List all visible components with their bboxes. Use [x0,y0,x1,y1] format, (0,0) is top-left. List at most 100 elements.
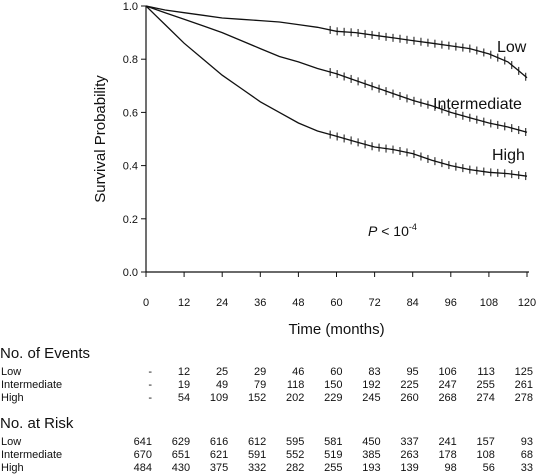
p-value-annotation: P < 10-4 [368,222,417,239]
y-tick-label: 0.2 [123,214,138,226]
x-tick-label: 120 [518,297,536,309]
series-label-1: Intermediate [433,96,522,113]
series-label-2: High [492,147,525,164]
events-cell: 83 [368,366,381,378]
series-line-1 [145,5,528,133]
risk-cell: 255 [324,462,343,474]
events-row: Intermediate - 19 49 79 118 150 192 225 247 255 261 [0,379,540,392]
risk-cell: 56 [482,462,495,474]
series-layer [145,5,528,181]
events-cell: 229 [324,392,343,404]
risk-cell: 670 [133,449,152,461]
events-cell: 247 [438,379,457,391]
events-cell: 192 [362,379,381,391]
y-tick-label: 0.6 [123,107,138,119]
events-cell: 274 [476,392,495,404]
risk-cell: 591 [247,449,267,461]
events-cell: 118 [286,379,305,391]
risk-cell: 93 [520,436,533,448]
x-tick-label: 36 [254,297,266,309]
risk-cell: 157 [476,436,495,448]
events-cell: 150 [324,379,343,391]
x-tick-label: 108 [480,297,498,309]
x-tick-label: 84 [407,297,419,309]
risk-cell: 581 [324,436,343,448]
series-line-2 [145,5,528,177]
risk-cell: 641 [133,436,152,448]
censor-marks-2 [329,130,527,181]
x-tick-label: 96 [445,297,457,309]
events-cell: 152 [247,392,267,404]
risk-row: High 484 430 375 332 282 255 193 139 98 56 33 [0,462,540,475]
events-cell: 60 [330,366,343,378]
risk-row-label: Low [1,436,22,448]
events-cell: 202 [286,392,305,404]
events-cell: 278 [514,392,533,404]
events-cell: 12 [177,366,191,378]
risk-cell: 430 [171,462,191,474]
risk-cell: 385 [362,449,381,461]
events-row-label: High [1,392,24,404]
risk-row: Intermediate 670 651 621 591 552 519 385 263 178 1… [0,449,540,462]
events-cell: - [148,379,152,391]
risk-cell: 33 [520,462,533,474]
events-cell: 125 [514,366,533,378]
risk-cell: 332 [247,462,267,474]
x-tick-label: 0 [143,297,149,309]
y-tick-label: 0.4 [123,161,138,173]
risk-row-label: Intermediate [1,449,63,461]
risk-cell: 450 [362,436,381,448]
x-axis-title: Time (months) [288,321,384,338]
events-cell: 255 [476,379,495,391]
x-tick-label: 60 [330,297,342,309]
risk-cell: 621 [209,449,229,461]
events-cell: 260 [400,392,419,404]
risk-cell: 241 [438,436,457,448]
risk-cell: 282 [286,462,305,474]
p-value-exponent: -4 [409,222,417,232]
events-cell: 225 [400,379,419,391]
events-cell: 261 [514,379,533,391]
risk-cell: 519 [324,449,343,461]
events-cell: 106 [438,366,457,378]
risk-cell: 484 [133,462,152,474]
survival-chart: 0 12 24 36 48 60 72 84 96 108 120 0.0 0.2 0.4 0.6 0.8 1.… [92,1,536,338]
events-cell: - [148,366,152,378]
risk-cell: 552 [286,449,305,461]
y-axis-title: Survival Probability [92,75,109,203]
events-cell: 79 [254,379,267,391]
p-value-symbol: P [368,223,378,239]
events-cell: 19 [177,379,191,391]
x-tick-label: 72 [368,297,380,309]
events-row: Low - 12 25 29 46 60 83 95 106 113 125 [0,366,540,379]
events-cell: 109 [209,392,229,404]
risk-table-title: No. at Risk [0,415,74,432]
censor-marks-1 [329,68,527,136]
risk-cell: 263 [400,449,419,461]
events-cell: 29 [254,366,267,378]
chart-axes: 0 12 24 36 48 60 72 84 96 108 120 0.0 0.2 0.4 0.6 0.8 1.… [123,1,536,309]
events-cell: 54 [177,392,191,404]
y-tick-label: 0.8 [123,54,138,66]
risk-cell: 629 [171,436,191,448]
events-row-label: Intermediate [1,379,63,391]
risk-row: Low 641 629 616 612 595 581 450 337 241 157 93 [0,436,540,449]
x-tick-label: 12 [178,297,190,309]
risk-cell: 108 [476,449,495,461]
x-tick-label: 48 [292,297,304,309]
risk-cell: 651 [171,449,191,461]
risk-cell: 337 [400,436,419,448]
events-cell: 49 [215,379,229,391]
y-tick-label: 1.0 [123,1,138,13]
labels-layer: Low Intermediate High [433,39,527,164]
events-cell: 268 [438,392,457,404]
risk-cell: 139 [400,462,419,474]
events-row-label: Low [1,366,22,378]
risk-cell: 595 [286,436,305,448]
events-cell: 113 [477,366,495,378]
events-table-title: No. of Events [0,345,91,362]
censor-marks-0 [329,25,527,81]
x-tick-label: 24 [216,297,228,309]
events-cell: 245 [362,392,381,404]
risk-cell: 68 [520,449,533,461]
